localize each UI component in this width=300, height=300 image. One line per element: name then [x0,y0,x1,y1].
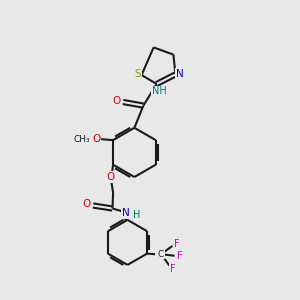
Text: F: F [177,251,182,261]
Text: O: O [113,95,121,106]
Text: NH: NH [152,86,166,97]
Text: S: S [135,69,141,80]
Text: N: N [176,69,184,79]
Text: O: O [92,134,100,144]
Text: C: C [158,250,164,259]
Text: O: O [83,199,91,209]
Text: CH₃: CH₃ [73,135,90,144]
Text: F: F [170,264,176,274]
Text: F: F [174,239,179,249]
Text: O: O [106,172,115,182]
Text: H: H [133,210,140,220]
Text: N: N [122,208,130,218]
